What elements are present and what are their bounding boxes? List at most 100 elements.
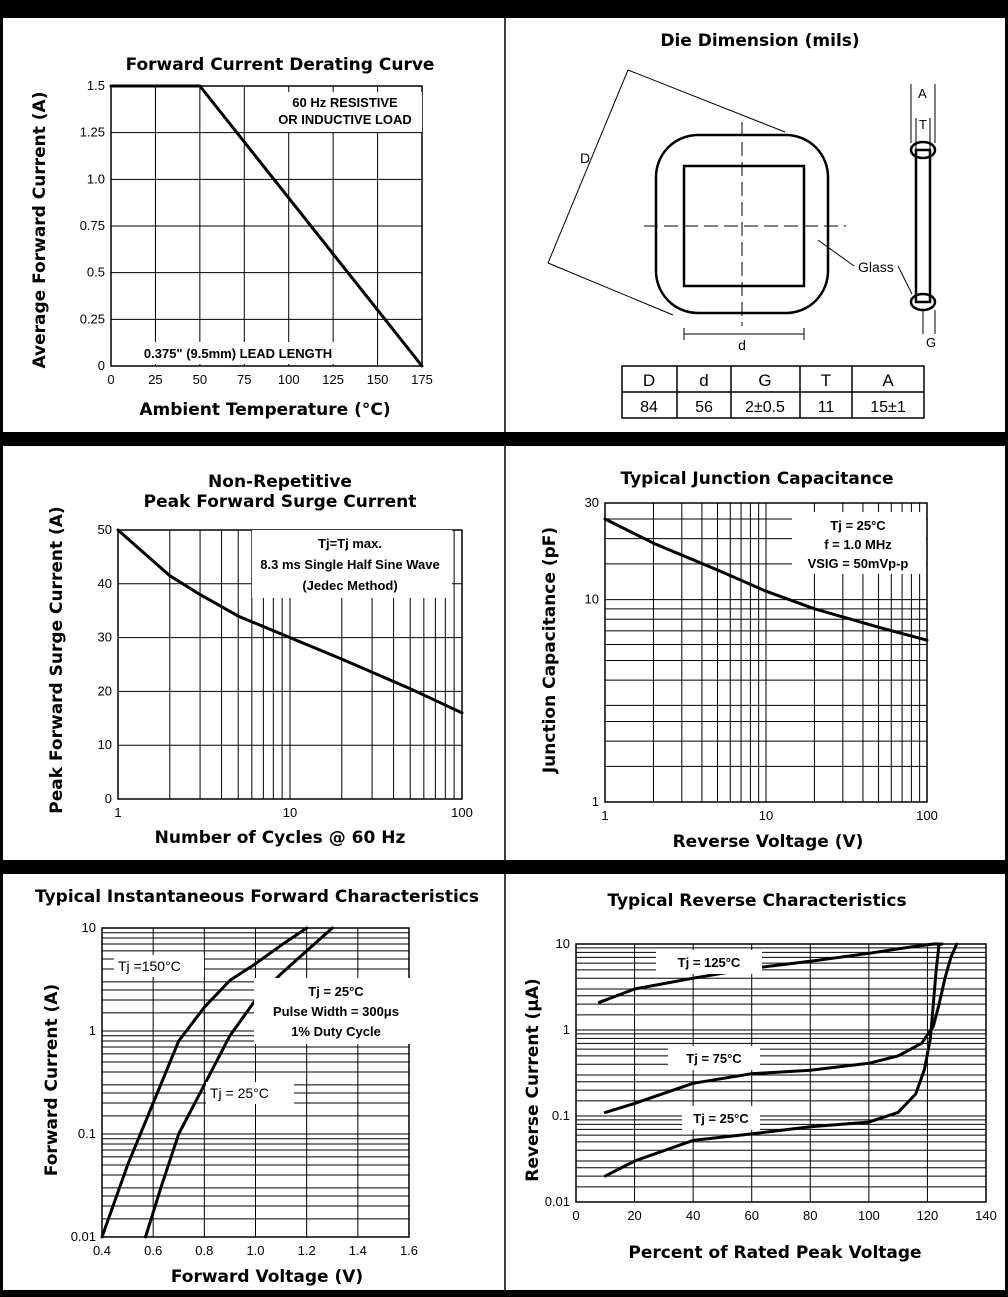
plot-area xyxy=(575,943,987,1203)
x-tick-label: 150 xyxy=(367,372,389,387)
y-tick-label: 0.01 xyxy=(545,1194,570,1209)
x-tick-label: 80 xyxy=(803,1208,817,1223)
y-tick-label: 0.1 xyxy=(552,1108,570,1123)
divider-bar-2 xyxy=(0,860,1008,874)
y-axis-label: Average Forward Current (A) xyxy=(30,92,50,369)
annotation-box xyxy=(252,530,452,598)
y-tick-label: 20 xyxy=(98,683,112,698)
dim-D-label: D xyxy=(580,150,590,166)
dim-T-label: T xyxy=(919,117,927,132)
x-tick-label: 60 xyxy=(744,1208,758,1223)
y-tick-label: 0 xyxy=(98,358,105,373)
x-tick-label: 0 xyxy=(572,1208,579,1223)
chart-title-line1: Non-Repetitive xyxy=(208,472,352,492)
x-tick-label: 0 xyxy=(107,372,114,387)
y-tick-label: 0.5 xyxy=(87,265,105,280)
x-tick-label: 125 xyxy=(322,372,344,387)
dim-D-top-ext xyxy=(627,69,786,133)
series-line-1 xyxy=(116,528,464,715)
x-axis-label: Forward Voltage (V) xyxy=(171,1267,363,1287)
annotation-tj: Tj=Tj max. xyxy=(318,536,382,551)
annotation-vsig: VSIG = 50mVp-p xyxy=(808,556,909,571)
dim-d-label: d xyxy=(738,337,746,353)
series-label-75c: Tj = 75°C xyxy=(686,1051,742,1066)
top-bar xyxy=(0,0,1008,18)
annotation-method: (Jedec Method) xyxy=(302,578,397,593)
series-line-2 xyxy=(603,942,959,1114)
dim-G-label: G xyxy=(926,335,936,350)
y-tick-label: 10 xyxy=(98,737,112,752)
series-label-25c: Tj = 25°C xyxy=(693,1111,749,1126)
series-line-1 xyxy=(597,942,944,1004)
chart-title: Typical Instantaneous Forward Characteri… xyxy=(35,887,479,907)
table-header-G: G xyxy=(758,371,771,390)
x-tick-label: 25 xyxy=(148,372,162,387)
y-tick-label: 1.5 xyxy=(87,78,105,93)
plot-area xyxy=(604,502,928,803)
x-tick-label: 1.6 xyxy=(400,1243,418,1258)
die-dimension-panel: Die Dimension (mils) D d Glass A T G xyxy=(547,31,937,419)
x-tick-label: 1 xyxy=(601,808,608,823)
annotation-load-line2: OR INDUCTIVE LOAD xyxy=(278,112,412,127)
series-label-25c: Tj = 25°C xyxy=(210,1085,269,1101)
x-tick-label: 100 xyxy=(451,805,473,820)
die-title: Die Dimension (mils) xyxy=(660,31,859,51)
dim-D-line xyxy=(547,69,629,264)
y-tick-label: 50 xyxy=(98,522,112,537)
series-label-125c: Tj = 125°C xyxy=(678,955,741,970)
x-axis-label: Ambient Temperature (°C) xyxy=(139,400,390,420)
annotation-load-line1: 60 Hz RESISTIVE xyxy=(292,95,398,110)
table-cell-T: 11 xyxy=(818,399,835,416)
y-tick-label: 1 xyxy=(563,1022,570,1037)
table-header-A: A xyxy=(882,371,894,390)
chart-junction-capacitance: Typical Junction Capacitance 1 10 100 1 10 30… xyxy=(540,469,938,852)
y-tick-label: 10 xyxy=(82,920,96,935)
x-tick-label: 175 xyxy=(411,372,433,387)
y-tick-label: 0.01 xyxy=(71,1229,96,1244)
table-header-d: d xyxy=(699,371,708,390)
series-line-1 xyxy=(603,517,929,642)
x-tick-label: 1.0 xyxy=(246,1243,264,1258)
x-axis-label: Number of Cycles @ 60 Hz xyxy=(155,828,406,848)
dim-A-label: A xyxy=(918,86,927,101)
series-label-box xyxy=(682,1106,760,1130)
y-tick-label: 0.1 xyxy=(78,1126,96,1141)
annotation-box xyxy=(254,978,414,1044)
x-tick-label: 10 xyxy=(759,808,773,823)
x-tick-label: 1.2 xyxy=(298,1243,316,1258)
y-tick-label: 1.25 xyxy=(80,125,105,140)
chart-forward-characteristics: Typical Instantaneous Forward Characteri… xyxy=(35,887,479,1287)
y-tick-label: 10 xyxy=(585,592,599,607)
table-cell-G: 2±0.5 xyxy=(745,399,785,416)
chart-derating: Forward Current Derating Curve 0 25 50 75 10… xyxy=(30,55,434,420)
annotation-lead-length: 0.375" (9.5mm) LEAD LENGTH xyxy=(144,346,332,361)
y-tick-label: 0.75 xyxy=(80,218,105,233)
x-tick-label: 0.6 xyxy=(144,1243,162,1258)
plot-area xyxy=(101,927,410,1238)
table-cell-D: 84 xyxy=(640,399,658,416)
table-cell-d: 56 xyxy=(695,399,713,416)
annotation-tj: Tj = 25°C xyxy=(308,984,364,999)
y-tick-label: 0.25 xyxy=(80,311,105,326)
die-dimension-table: D d G T A 84 56 2±0.5 11 15±1 xyxy=(621,365,925,419)
y-tick-label: 30 xyxy=(98,630,112,645)
x-tick-label: 100 xyxy=(858,1208,880,1223)
series-label-150c: Tj =150°C xyxy=(118,958,181,974)
y-tick-label: 30 xyxy=(585,495,599,510)
annotation-frequency: f = 1.0 MHz xyxy=(824,537,892,552)
y-tick-label: 40 xyxy=(98,576,112,591)
y-tick-label: 10 xyxy=(556,936,570,951)
glass-label: Glass xyxy=(858,259,894,275)
table-header-T: T xyxy=(821,371,831,390)
divider-bar-1 xyxy=(0,432,1008,446)
chart-title: Forward Current Derating Curve xyxy=(126,55,435,75)
annotation-box xyxy=(792,512,926,574)
x-tick-label: 40 xyxy=(686,1208,700,1223)
x-tick-label: 100 xyxy=(278,372,300,387)
y-axis-label: Reverse Current (μA) xyxy=(523,978,543,1181)
annotation-box xyxy=(115,342,361,364)
x-tick-label: 0.8 xyxy=(195,1243,213,1258)
y-tick-label: 0 xyxy=(105,791,112,806)
